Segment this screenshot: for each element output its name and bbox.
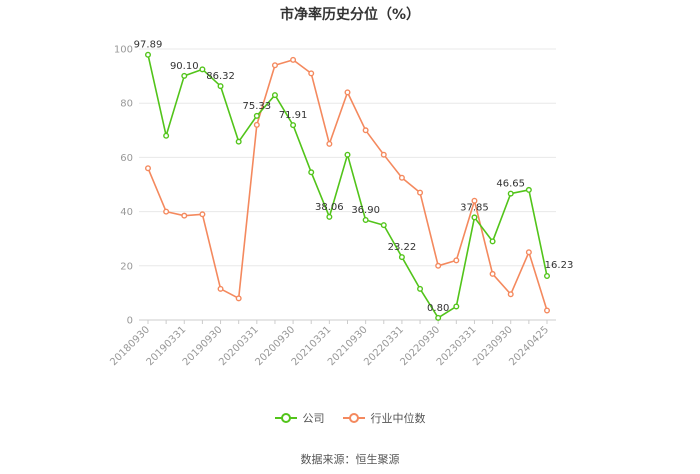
data-point-industry[interactable]: [453, 257, 460, 264]
data-label: 90.10: [170, 61, 199, 72]
data-labels: 97.89 90.10 86.32 75.33 71.91 38.06 36.90 23.22…: [134, 40, 574, 314]
data-label: 86.32: [206, 71, 235, 82]
legend-label-industry: 行业中位数: [370, 412, 426, 425]
data-point-company[interactable]: [544, 273, 551, 280]
data-point-company[interactable]: [163, 132, 170, 139]
data-point-company[interactable]: [271, 92, 278, 99]
y-tick-label: 20: [120, 261, 133, 272]
data-point-industry[interactable]: [199, 211, 206, 218]
data-point-industry[interactable]: [489, 270, 496, 277]
legend: 公司 行业中位数: [0, 410, 700, 426]
legend-swatch-industry: [342, 413, 365, 423]
data-point-company[interactable]: [181, 72, 188, 79]
data-point-company[interactable]: [417, 285, 424, 292]
y-tick-label: 100: [114, 45, 133, 56]
data-point-company[interactable]: [144, 51, 151, 58]
series-line-industry: [147, 59, 548, 311]
y-tick-label: 40: [120, 207, 133, 218]
data-point-industry[interactable]: [362, 127, 369, 134]
data-point-industry[interactable]: [163, 208, 170, 215]
data-point-industry[interactable]: [398, 174, 405, 181]
data-label: 23.22: [388, 242, 417, 253]
data-point-company[interactable]: [290, 122, 297, 129]
data-point-industry[interactable]: [253, 121, 260, 128]
data-source: 数据来源：恒生聚源: [300, 453, 400, 466]
y-tick-label: 60: [120, 153, 133, 164]
data-point-company[interactable]: [235, 138, 242, 145]
data-point-company[interactable]: [326, 213, 333, 220]
data-point-industry[interactable]: [471, 197, 478, 204]
data-label: 0.80: [427, 303, 449, 314]
data-point-industry[interactable]: [271, 62, 278, 69]
data-point-industry[interactable]: [235, 295, 242, 302]
data-point-company[interactable]: [525, 186, 532, 193]
data-label: 46.65: [496, 179, 525, 190]
data-point-company[interactable]: [308, 169, 315, 176]
data-point-industry[interactable]: [217, 285, 224, 292]
series: [144, 51, 551, 321]
legend-item-company[interactable]: 公司: [274, 410, 325, 426]
legend-item-industry[interactable]: 行业中位数: [342, 410, 426, 426]
data-point-company[interactable]: [471, 214, 478, 221]
data-point-industry[interactable]: [308, 70, 315, 77]
data-label: 16.23: [545, 260, 574, 271]
data-point-company[interactable]: [199, 66, 206, 73]
y-tick-label: 0: [127, 316, 133, 327]
x-tick-label: 20240425: [507, 324, 551, 368]
chart-title: 市净率历史分位（%）: [279, 7, 421, 23]
data-label: 36.90: [351, 205, 380, 216]
data-point-company[interactable]: [489, 238, 496, 245]
data-point-industry[interactable]: [544, 307, 551, 314]
data-point-company[interactable]: [217, 83, 224, 90]
data-point-company[interactable]: [253, 112, 260, 119]
data-label: 71.91: [279, 110, 308, 121]
legend-swatch-company: [274, 413, 297, 423]
data-point-company[interactable]: [398, 254, 405, 261]
data-point-industry[interactable]: [144, 165, 151, 172]
data-point-industry[interactable]: [507, 291, 514, 298]
data-point-industry[interactable]: [326, 140, 333, 147]
data-point-industry[interactable]: [181, 212, 188, 219]
data-label: 38.06: [315, 202, 344, 213]
data-point-industry[interactable]: [290, 56, 297, 63]
data-label: 97.89: [134, 40, 163, 51]
data-label: 75.33: [242, 101, 271, 112]
data-point-company[interactable]: [362, 217, 369, 224]
legend-label-company: 公司: [302, 412, 325, 425]
data-label: 37.85: [460, 202, 489, 213]
data-point-company[interactable]: [453, 303, 460, 310]
data-point-industry[interactable]: [525, 249, 532, 256]
data-point-industry[interactable]: [435, 262, 442, 269]
data-point-industry[interactable]: [380, 151, 387, 158]
data-point-industry[interactable]: [344, 89, 351, 96]
data-point-company[interactable]: [507, 190, 514, 197]
data-point-company[interactable]: [435, 314, 442, 321]
data-point-company[interactable]: [380, 222, 387, 229]
y-tick-label: 80: [120, 99, 133, 110]
data-point-industry[interactable]: [417, 189, 424, 196]
data-point-company[interactable]: [344, 151, 351, 158]
